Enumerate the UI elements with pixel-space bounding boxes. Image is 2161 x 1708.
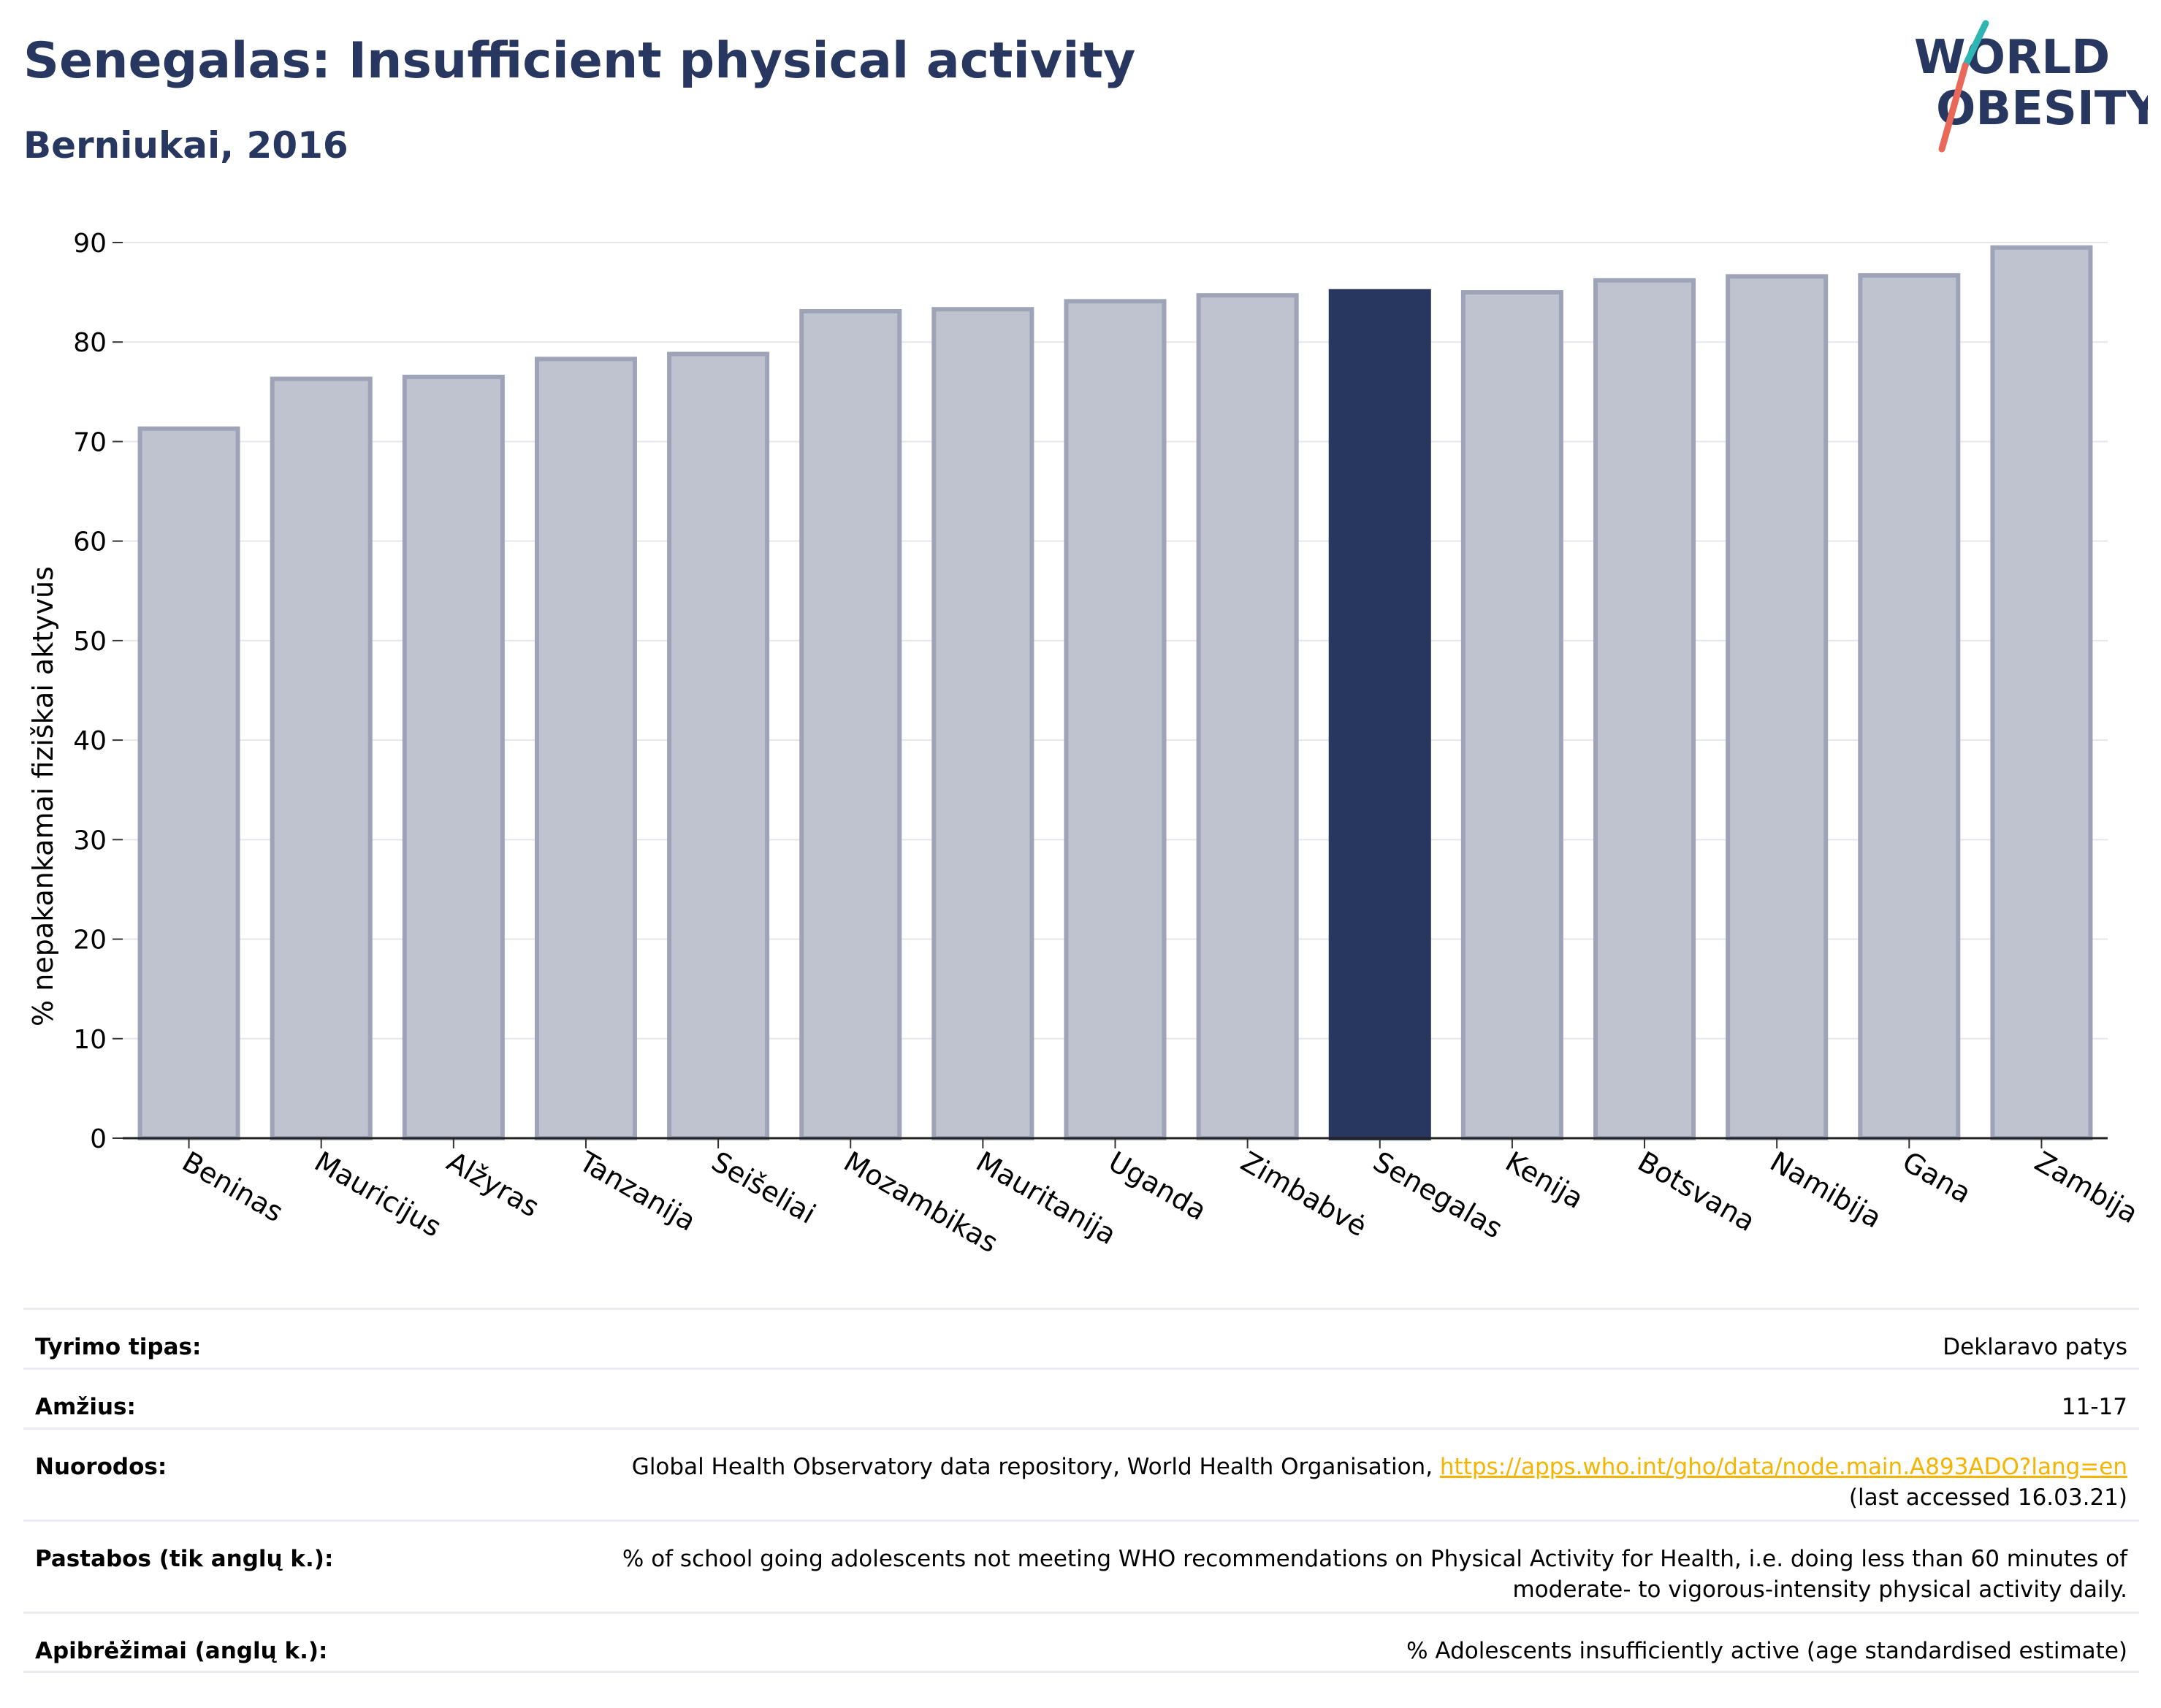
y-tick-label: 20: [73, 926, 107, 956]
y-tick-label: 90: [73, 229, 107, 259]
x-tick-label: Tanzanija: [573, 1145, 701, 1238]
slash-mark-icon: [1938, 20, 1989, 153]
y-tick-label: 70: [73, 427, 107, 457]
x-tick-label: Alžyras: [441, 1145, 544, 1224]
bar: [402, 374, 505, 1140]
bar: [667, 351, 770, 1141]
meta-value: % Adolescents insufficiently active (age…: [1406, 1638, 2127, 1664]
y-tick-label: 40: [73, 726, 107, 756]
page-subtitle: Berniukai, 2016: [23, 124, 348, 167]
x-tick-label: Botsvana: [1633, 1145, 1761, 1238]
meta-value: Deklaravo patys: [1943, 1334, 2127, 1360]
y-tick-label: 30: [73, 826, 107, 855]
y-tick-label: 50: [73, 627, 107, 657]
meta-label: Nuorodos:: [35, 1454, 167, 1480]
bar: [1460, 290, 1563, 1141]
metadata-table: Tyrimo tipas: Deklaravo patys Amžius: 11…: [23, 1308, 2139, 1673]
x-tick-label: Senegalas: [1368, 1145, 1508, 1245]
bar: [1593, 278, 1696, 1141]
bar: [137, 426, 240, 1141]
reference-link[interactable]: https://apps.who.int/gho/data/node.main.…: [1439, 1454, 2127, 1480]
y-tick-label: 10: [73, 1025, 107, 1055]
logo-line2: OBESITY: [1936, 82, 2148, 136]
meta-label: Pastabos (tik anglų k.):: [35, 1546, 334, 1572]
bars: [137, 245, 2093, 1141]
x-tick-label: Uganda: [1103, 1145, 1212, 1227]
y-axis-label: % nepakankamai fiziškai aktyvūs: [27, 566, 59, 1026]
bar: [270, 376, 373, 1141]
y-tick-label: 0: [90, 1124, 107, 1154]
bar-highlight: [1328, 289, 1431, 1140]
y-tick-label: 60: [73, 527, 107, 557]
meta-row-notes: Pastabos (tik anglų k.): % of school goi…: [23, 1520, 2139, 1612]
reference-accessed: (last accessed 16.03.21): [1848, 1484, 2127, 1511]
meta-row-definitions: Apibrėžimai (anglų k.): % Adolescents in…: [23, 1612, 2139, 1673]
bar: [1196, 293, 1299, 1141]
bar-chart: 0 10 20 30 40 50 60 70 80 90 Beninas MauricijusAlžy…: [27, 229, 2143, 1257]
x-tick-label: Namibija: [1765, 1145, 1887, 1235]
bar: [1064, 299, 1167, 1141]
meta-row-survey-type: Tyrimo tipas: Deklaravo patys: [23, 1308, 2139, 1368]
bar: [534, 357, 637, 1140]
meta-value: 11-17: [2061, 1394, 2127, 1420]
bar: [799, 308, 902, 1141]
y-tick-label: 80: [73, 328, 107, 358]
x-tick-label: Beninas: [177, 1145, 289, 1229]
meta-value: Global Health Observatory data repositor…: [632, 1452, 2127, 1513]
meta-row-references: Nuorodos: Global Health Observatory data…: [23, 1427, 2139, 1520]
x-tick-label: Zimbabvė: [1235, 1145, 1372, 1243]
page-title: Senegalas: Insufficient physical activit…: [23, 32, 1136, 90]
bar: [1726, 274, 1829, 1140]
x-tick-label: Seišeliai: [706, 1145, 821, 1230]
meta-label: Amžius:: [35, 1394, 136, 1420]
logo-line1: WORLD: [1914, 31, 2110, 85]
bar: [1858, 272, 1961, 1140]
reference-text: Global Health Observatory data repositor…: [631, 1454, 1440, 1480]
x-tick-label: Mauricijus: [309, 1145, 446, 1243]
x-tick-label: Zambija: [2029, 1145, 2143, 1230]
world-obesity-logo: WORLD OBESITY: [1914, 20, 2148, 153]
bar: [931, 307, 1034, 1140]
meta-label: Tyrimo tipas:: [35, 1334, 202, 1360]
meta-row-age: Amžius: 11-17: [23, 1368, 2139, 1427]
x-tick-label: Kenija: [1500, 1145, 1588, 1216]
bar: [1990, 245, 2093, 1140]
meta-value: % of school going adolescents not meetin…: [622, 1546, 2127, 1603]
x-tick-label: Gana: [1897, 1145, 1977, 1210]
meta-label: Apibrėžimai (anglų k.):: [35, 1638, 328, 1664]
